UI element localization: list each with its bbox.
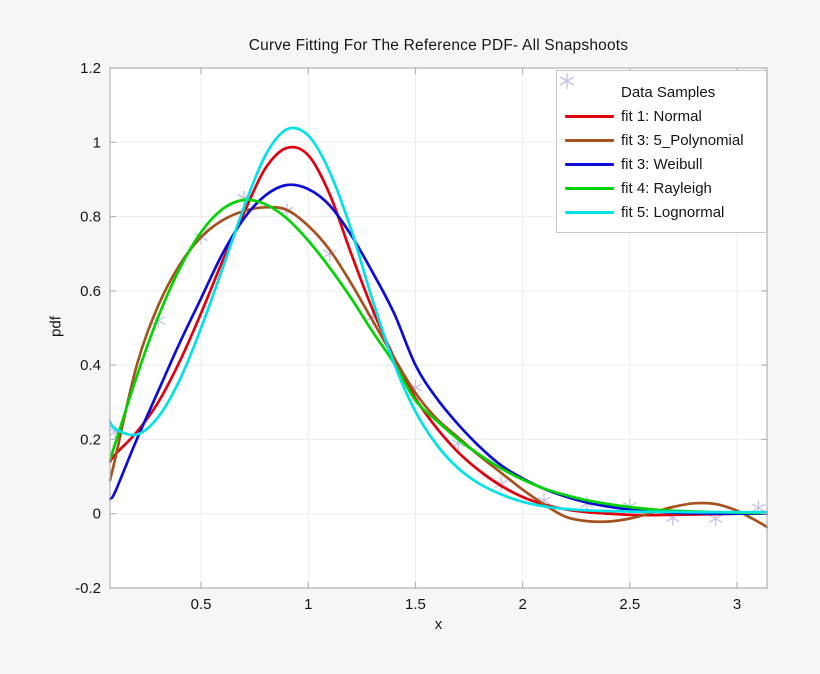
- legend-entry-fit-3-weibull: fit 3: Weibull: [557, 152, 766, 176]
- legend-entry-fit-1-normal: fit 1: Normal: [557, 104, 766, 128]
- y-tick-label: 0.8: [80, 209, 101, 226]
- line-marker-icon: [557, 114, 621, 118]
- chart-title: Curve Fitting For The Reference PDF- All…: [248, 37, 629, 54]
- x-tick-label: 3: [733, 596, 741, 613]
- line-marker-icon: [557, 186, 621, 190]
- legend-label: fit 4: Rayleigh: [621, 179, 712, 197]
- y-tick-label: 0: [93, 506, 101, 523]
- line-marker-icon: [557, 162, 621, 166]
- legend-label: fit 3: 5_Polynomial: [621, 131, 744, 149]
- x-axis-label: x: [434, 616, 443, 633]
- legend-entry-fit-5-lognormal: fit 5: Lognormal: [557, 200, 766, 224]
- line-marker-icon: [557, 210, 621, 214]
- x-tick-label: 1: [304, 596, 312, 613]
- curve-fit-5-lognormal: [109, 126, 768, 514]
- legend: Data Samples fit 1: Normal fit 3: 5_Poly…: [556, 70, 767, 233]
- data-sample-asterisk: [494, 476, 509, 492]
- legend-entry-fit-3-5-polynomial: fit 3: 5_Polynomial: [557, 128, 766, 152]
- legend-entry-fit-4-rayleigh: fit 4: Rayleigh: [557, 176, 766, 200]
- x-tick-label: 2.5: [619, 596, 640, 613]
- y-tick-label: 0.2: [80, 431, 101, 448]
- legend-label: fit 5: Lognormal: [621, 203, 725, 221]
- y-tick-label: 1.2: [80, 60, 101, 77]
- legend-label: fit 3: Weibull: [621, 155, 703, 173]
- x-tick-label: 1.5: [405, 596, 426, 613]
- axis-box: [109, 67, 768, 589]
- legend-label: Data Samples: [621, 83, 716, 101]
- curve-fit-3-5-polynomial: [109, 205, 768, 529]
- curve-fit-1-normal: [109, 145, 768, 517]
- y-tick-label: -0.2: [75, 580, 101, 597]
- y-tick-label: 1: [93, 134, 101, 151]
- curve-fit-4-rayleigh: [109, 198, 768, 515]
- x-tick-label: 2: [518, 596, 526, 613]
- y-tick-label: 0.6: [80, 283, 101, 300]
- x-tick-label: 0.5: [191, 596, 212, 613]
- legend-label: fit 1: Normal: [621, 107, 702, 125]
- y-axis-label: pdf: [47, 316, 65, 337]
- y-tick-label: 0.4: [80, 357, 101, 374]
- line-marker-icon: [557, 138, 621, 142]
- legend-entry-data-samples: Data Samples: [557, 73, 766, 104]
